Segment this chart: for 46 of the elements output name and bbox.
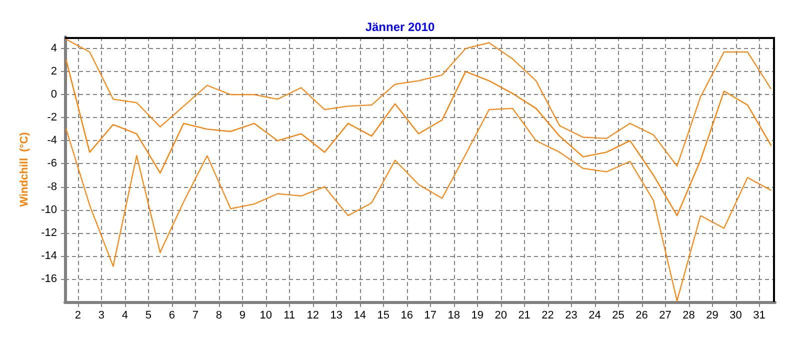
y-tick-label: -6 (47, 158, 57, 170)
y-tick-label: 2 (50, 66, 57, 78)
y-tick-label: 0 (50, 88, 57, 101)
x-tick-label: 11 (284, 310, 296, 322)
line-series (66, 108, 772, 302)
x-tick-label: 25 (612, 310, 624, 322)
y-tick-label: -4 (47, 134, 57, 147)
x-tick-label: 10 (260, 310, 272, 322)
x-tick-label: 24 (588, 310, 601, 322)
x-tick-label: 16 (400, 310, 413, 322)
x-tick-label: 8 (216, 310, 222, 322)
y-tick-label: -10 (41, 204, 57, 216)
y-tick-label: -12 (41, 226, 57, 239)
x-tick-label: 5 (145, 310, 152, 322)
x-tick-label: 9 (239, 310, 246, 322)
x-tick-label: 12 (306, 310, 319, 322)
x-tick-label: 18 (448, 310, 460, 322)
x-tick-label: 7 (192, 310, 198, 322)
chart-title: Jänner 2010 (365, 20, 436, 34)
y-tick-label: -8 (47, 180, 57, 193)
x-tick-label: 15 (377, 310, 390, 322)
x-tick-label: 30 (730, 310, 742, 322)
line-series (66, 38, 772, 167)
y-tick-label: 4 (50, 42, 57, 55)
x-tick-label: 4 (122, 310, 128, 322)
x-tick-label: 20 (494, 310, 507, 322)
x-tick-label: 27 (659, 310, 672, 322)
line-series (66, 59, 772, 216)
x-tick-label: 31 (753, 310, 766, 322)
x-tick-label: 28 (682, 310, 695, 322)
y-tick-label: -2 (47, 112, 57, 124)
x-tick-label: 2 (74, 310, 81, 322)
x-tick-label: 17 (424, 310, 436, 322)
x-tick-label: 21 (518, 310, 530, 322)
x-tick-label: 19 (471, 310, 484, 322)
x-tick-label: 13 (330, 310, 342, 322)
x-tick-label: 29 (706, 310, 718, 322)
x-tick-label: 6 (168, 310, 175, 322)
x-tick-label: 14 (354, 310, 366, 322)
y-axis-title: Windchill (°C) (18, 132, 31, 207)
y-tick-label: -14 (41, 250, 57, 262)
x-tick-label: 26 (636, 310, 648, 322)
x-tick-label: 23 (565, 310, 578, 322)
x-tick-label: 3 (98, 310, 104, 322)
x-tick-label: 22 (542, 310, 554, 322)
y-tick-label: -16 (41, 272, 57, 285)
